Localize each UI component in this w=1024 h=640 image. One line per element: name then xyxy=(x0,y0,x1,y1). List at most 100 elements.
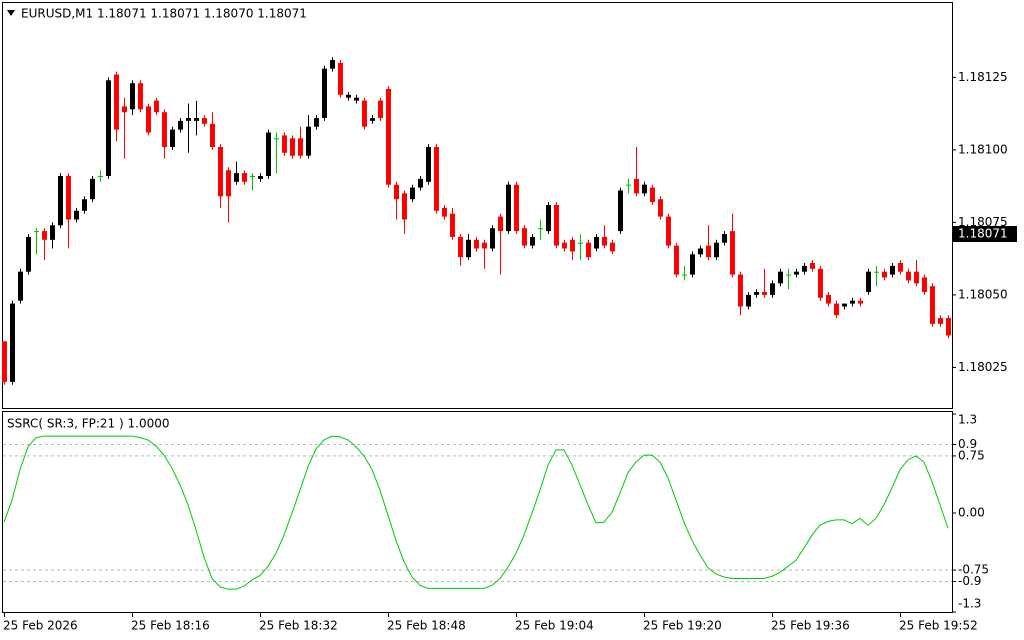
indicator-line xyxy=(3,435,949,590)
indicator-title: SSRC( SR:3, FP:21 ) 1.0000 xyxy=(7,417,170,431)
candle-body xyxy=(682,274,687,276)
candle-body xyxy=(842,303,847,307)
candle-body xyxy=(250,176,255,177)
collapse-arrow[interactable] xyxy=(7,10,15,16)
last-price-label: 1.18071 xyxy=(958,227,1008,241)
x-tick-label: 25 Feb 19:52 xyxy=(899,619,978,633)
y-tick-label: 0.9 xyxy=(958,437,977,451)
x-tick-label: 25 Feb 18:48 xyxy=(387,619,466,633)
candle-body xyxy=(178,120,183,130)
candle-body xyxy=(370,118,375,121)
candle-body xyxy=(410,187,415,200)
indicator-panel xyxy=(2,411,953,613)
candle-body xyxy=(690,254,695,275)
candle-body xyxy=(530,236,535,246)
x-tick-label: 25 Feb 18:16 xyxy=(131,619,210,633)
candle-body xyxy=(466,239,471,258)
candle-body xyxy=(274,138,279,140)
candle-body xyxy=(210,123,215,147)
candle-body xyxy=(850,300,855,304)
candle-body xyxy=(402,193,407,220)
candle-body xyxy=(58,176,63,226)
candle-body xyxy=(650,187,655,203)
symbol-header: EURUSD,M1 1.18071 1.18071 1.18070 1.1807… xyxy=(21,7,307,21)
candle-body xyxy=(554,205,559,246)
candle-body xyxy=(898,263,903,272)
y-tick-label: 1.18025 xyxy=(958,360,1008,374)
candle-body xyxy=(298,138,303,156)
x-tick-label: 25 Feb 2026 xyxy=(3,619,78,633)
candle-body xyxy=(594,236,599,249)
candle-body xyxy=(858,300,863,304)
candle-body xyxy=(194,118,199,121)
candle-body xyxy=(226,170,231,197)
candle-body xyxy=(506,184,511,232)
y-tick-label: 1.18050 xyxy=(958,287,1008,301)
candle-body xyxy=(634,178,639,194)
candle-body xyxy=(242,173,247,182)
candle-body xyxy=(778,271,783,284)
candle-body xyxy=(114,74,119,130)
candle-body xyxy=(930,286,935,324)
candle-body xyxy=(186,118,191,121)
candle-body xyxy=(538,228,543,230)
candle-body xyxy=(914,271,919,284)
y-tick-label: 1.18100 xyxy=(958,142,1008,156)
candle-body xyxy=(714,242,719,258)
y-tick-label: -0.75 xyxy=(958,563,989,577)
candle-body xyxy=(626,184,631,186)
candle-body xyxy=(938,318,943,324)
candle-body xyxy=(122,106,127,113)
candle-body xyxy=(26,236,31,272)
candle-body xyxy=(10,303,15,382)
candle-body xyxy=(722,234,727,243)
candle-body xyxy=(818,268,823,298)
candle-body xyxy=(106,80,111,176)
candle-body xyxy=(490,228,495,249)
candle-body xyxy=(738,274,743,307)
candle-body xyxy=(66,176,71,220)
y-tick-label: 1.3 xyxy=(958,413,977,427)
x-tick-label: 25 Feb 19:20 xyxy=(643,619,722,633)
candle-body xyxy=(698,248,703,255)
candle-body xyxy=(50,225,55,240)
candle-body xyxy=(730,231,735,275)
candle-body xyxy=(642,184,647,194)
y-tick-label: 0.00 xyxy=(958,506,985,520)
candle-body xyxy=(2,341,7,382)
y-tick-label: 1.18125 xyxy=(958,70,1008,84)
candle-body xyxy=(434,147,439,211)
candle-body xyxy=(458,236,463,258)
candle-body xyxy=(874,271,879,273)
price-panel xyxy=(2,2,953,409)
candle-body xyxy=(442,207,447,217)
candle-body xyxy=(610,242,615,252)
candle-body xyxy=(162,112,167,147)
candle-body xyxy=(346,94,351,98)
candle-body xyxy=(770,283,775,295)
candle-body xyxy=(658,199,663,217)
candle-body xyxy=(90,178,95,200)
candle-body xyxy=(154,100,159,113)
candle-body xyxy=(130,83,135,110)
candle-body xyxy=(834,303,839,316)
last-price-box xyxy=(953,226,1017,242)
candle-body xyxy=(426,147,431,182)
candle-body xyxy=(602,236,607,246)
candle-body xyxy=(882,271,887,278)
candle-body xyxy=(578,242,583,244)
candle-body xyxy=(826,294,831,304)
candle-body xyxy=(82,199,87,211)
candle-body xyxy=(674,245,679,275)
candle-body xyxy=(666,216,671,246)
candle-body xyxy=(394,184,399,200)
y-tick-label: -0.9 xyxy=(958,574,981,588)
candle-body xyxy=(98,176,103,177)
candle-body xyxy=(338,62,343,95)
candle-body xyxy=(802,265,807,272)
candle-body xyxy=(906,271,911,281)
y-tick-label: -1.3 xyxy=(958,597,981,611)
candle-body xyxy=(498,216,503,232)
candle-body xyxy=(354,97,359,101)
